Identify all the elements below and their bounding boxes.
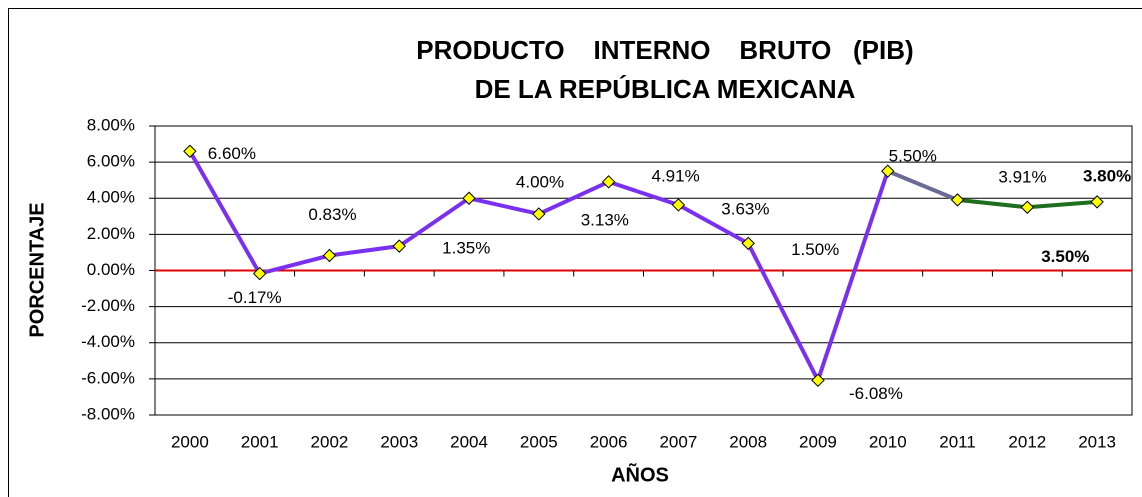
- line-segment: [1025, 199, 1100, 210]
- marker: [741, 236, 755, 251]
- chart-title: PRODUCTO INTERNO BRUTO (PIB): [416, 35, 913, 65]
- y-tick-label: -8.00%: [81, 404, 135, 423]
- marker: [1020, 200, 1035, 214]
- x-tick-label: 2010: [869, 432, 907, 451]
- x-tick-label: 2001: [241, 432, 279, 451]
- line-segment: [955, 197, 1030, 210]
- line-segment: [397, 196, 472, 249]
- line-segment: [187, 149, 262, 276]
- marker: [392, 239, 406, 253]
- x-tick-label: 2002: [311, 432, 349, 451]
- x-tick-label: 2007: [659, 432, 697, 451]
- data-label: 4.91%: [652, 166, 700, 185]
- x-axis-title: AÑOS: [611, 463, 669, 486]
- x-tick-label: 2006: [590, 432, 628, 451]
- y-tick-label: 6.00%: [87, 152, 135, 171]
- line-segment: [536, 179, 611, 216]
- data-label: 4.00%: [516, 173, 564, 192]
- chart-title: DE LA REPÚBLICA MEXICANA: [475, 74, 856, 104]
- marker: [322, 248, 337, 263]
- x-tick-label: 2013: [1078, 432, 1116, 451]
- line-segment: [327, 244, 402, 258]
- x-tick-label: 2011: [939, 432, 976, 451]
- x-tick-label: 2009: [799, 432, 837, 451]
- x-tick-label: 2005: [520, 432, 558, 451]
- x-tick-label: 2004: [450, 432, 488, 451]
- data-label: 5.50%: [889, 147, 937, 166]
- data-label: 1.35%: [442, 239, 490, 258]
- data-label: 3.91%: [998, 167, 1046, 186]
- marker: [881, 164, 895, 178]
- x-tick-label: 2012: [1008, 432, 1046, 451]
- marker: [950, 193, 965, 207]
- y-axis-title: PORCENTAJE: [26, 202, 48, 337]
- data-label: 3.63%: [721, 199, 769, 218]
- data-label: -0.17%: [228, 288, 282, 307]
- data-label: 3.50%: [1041, 247, 1089, 266]
- line-segment: [606, 179, 681, 207]
- marker: [671, 198, 686, 212]
- data-label: -6.08%: [849, 384, 903, 403]
- marker: [183, 144, 197, 158]
- x-tick-label: 2008: [729, 432, 767, 451]
- line-segment: [746, 241, 820, 383]
- y-tick-label: -4.00%: [81, 332, 135, 351]
- y-tick-label: 8.00%: [87, 115, 135, 134]
- data-label: 1.50%: [791, 240, 839, 259]
- x-tick-label: 2003: [380, 432, 418, 451]
- data-label: 3.80%: [1083, 166, 1131, 185]
- marker: [811, 373, 825, 388]
- line-segment: [885, 169, 960, 202]
- y-tick-label: 4.00%: [87, 188, 135, 207]
- data-label: 0.83%: [308, 205, 356, 224]
- y-tick-label: -2.00%: [81, 296, 135, 315]
- y-tick-label: 2.00%: [87, 224, 135, 243]
- chart-border: [8, 8, 1142, 497]
- x-tick-label: 2000: [171, 432, 209, 451]
- marker: [532, 207, 546, 221]
- data-label: 6.60%: [208, 144, 256, 163]
- y-tick-label: 0.00%: [87, 260, 135, 279]
- marker: [601, 175, 616, 189]
- marker: [1090, 195, 1104, 209]
- line-segment: [815, 169, 890, 383]
- y-tick-label: -6.00%: [81, 368, 135, 387]
- line-segment: [257, 253, 332, 276]
- line-segment: [676, 202, 751, 246]
- marker: [252, 266, 267, 281]
- data-label: 3.13%: [581, 210, 629, 229]
- line-segment: [467, 196, 541, 216]
- marker: [462, 191, 476, 205]
